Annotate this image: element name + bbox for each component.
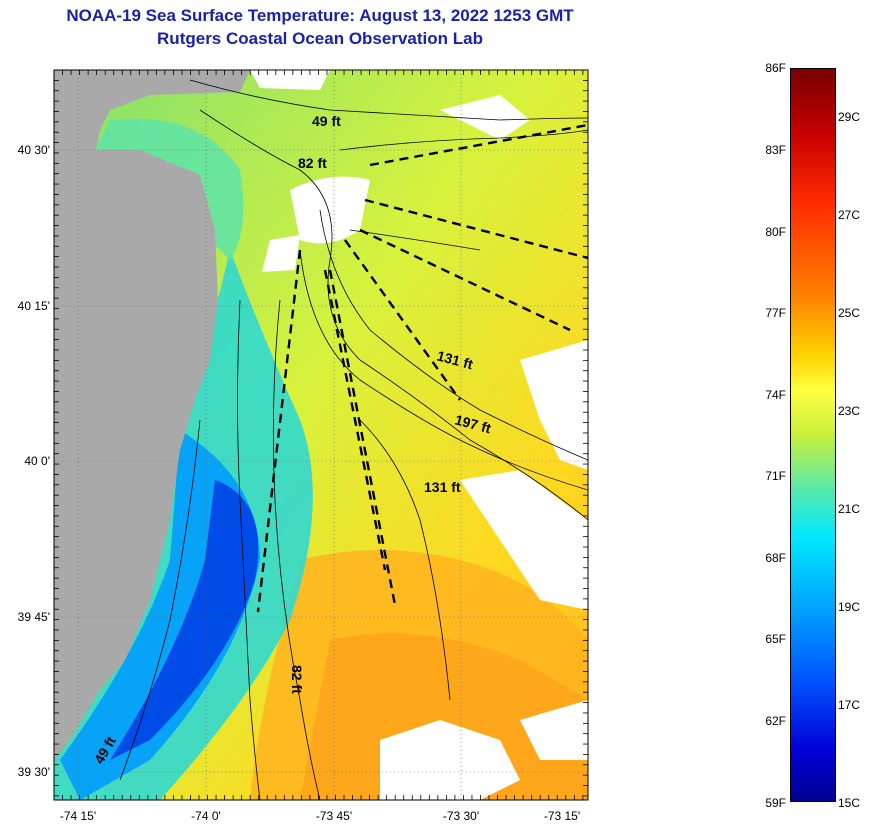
colorbar-f-71: 71F	[765, 469, 786, 483]
map-frame: 49 ft 82 ft 131 ft 197 ft 131 ft 82 ft 4…	[54, 70, 588, 800]
lon-label-74-0: -74 0'	[191, 809, 221, 823]
colorbar-c-29: 29C	[838, 110, 861, 124]
temperature-colorbar	[790, 68, 836, 802]
colorbar-c-25: 25C	[838, 306, 861, 320]
colorbar-c-23: 23C	[838, 404, 861, 418]
depth-label-82ft-south: 82 ft	[289, 665, 305, 694]
colorbar-f-77: 77F	[765, 306, 786, 320]
colorbar-f-62: 62F	[765, 714, 786, 728]
colorbar-c-27: 27C	[838, 208, 861, 222]
colorbar-f-74: 74F	[765, 388, 786, 402]
colorbar-f-86: 86F	[765, 61, 786, 75]
dashed-lines	[256, 123, 588, 613]
lat-label-40-30: 40 30'	[18, 143, 50, 157]
land-new-jersey	[54, 70, 250, 760]
lon-label-73-15: -73 15'	[544, 809, 580, 823]
colorbar-f-83: 83F	[765, 143, 786, 157]
depth-label-82ft-north: 82 ft	[298, 155, 327, 171]
colorbar-f-80: 80F	[765, 225, 786, 239]
upwelling-core	[110, 480, 259, 760]
axis-ticks	[53, 69, 588, 800]
depth-contours	[119, 79, 588, 800]
colorbar-c-15: 15C	[838, 796, 861, 810]
lat-label-40-0: 40 0'	[24, 454, 50, 468]
lon-label-73-45: -73 45'	[316, 809, 352, 823]
map-subtitle: Rutgers Coastal Ocean Observation Lab	[157, 29, 483, 48]
lat-label-40-15: 40 15'	[18, 299, 50, 313]
warm-water-core	[300, 633, 588, 800]
cloud-mask	[250, 70, 588, 800]
lon-label-73-30: -73 30'	[443, 809, 479, 823]
lat-label-39-30: 39 30'	[18, 765, 50, 779]
colorbar-c-19: 19C	[838, 600, 861, 614]
lat-label-39-45: 39 45'	[18, 610, 50, 624]
colorbar-f-68: 68F	[765, 551, 786, 565]
depth-label-49ft-north: 49 ft	[312, 113, 341, 129]
depth-label-131ft-south: 131 ft	[424, 479, 461, 495]
graticule	[54, 70, 588, 800]
map-border	[53, 69, 589, 801]
colorbar-f-59: 59F	[765, 796, 786, 810]
colorbar-c-17: 17C	[838, 698, 861, 712]
map-title: NOAA-19 Sea Surface Temperature: August …	[66, 6, 574, 25]
colorbar-c-21: 21C	[838, 502, 861, 516]
colorbar-f-65: 65F	[765, 632, 786, 646]
lon-label-74-15: -74 15'	[60, 809, 96, 823]
